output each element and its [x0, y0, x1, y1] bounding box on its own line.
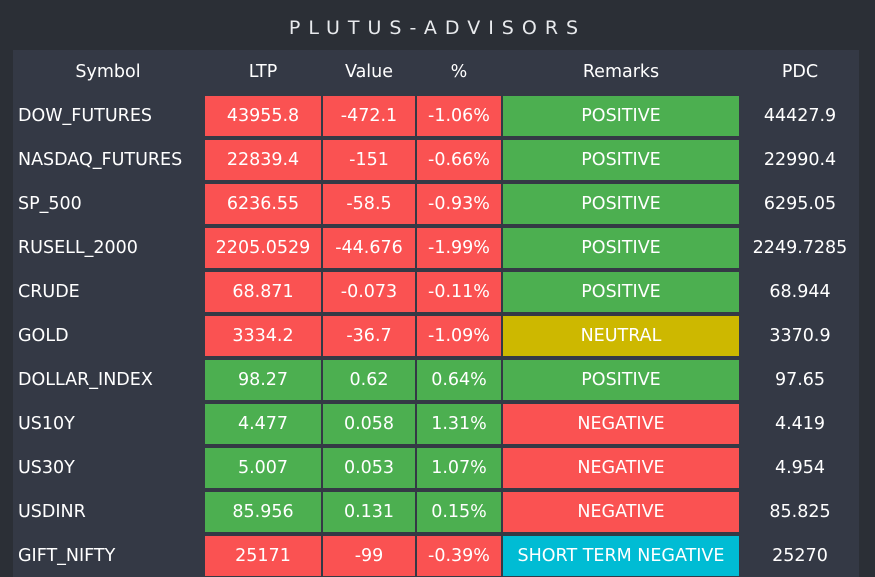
- cell-remarks: POSITIVE: [503, 96, 739, 136]
- cell-ltp: 25171: [205, 536, 321, 576]
- cell-remarks: POSITIVE: [503, 228, 739, 268]
- cell-ltp: 68.871: [205, 272, 321, 312]
- table-row: NASDAQ_FUTURES 22839.4 -151 -0.66% POSITIVE 2…: [13, 138, 859, 182]
- cell-percent: 1.31%: [417, 404, 501, 444]
- cell-symbol: DOLLAR_INDEX: [18, 370, 153, 390]
- cell-pdc: 97.65: [774, 370, 826, 390]
- cell-pdc: 4.419: [774, 414, 826, 434]
- table-row: RUSELL_2000 2205.0529 -44.676 -1.99% POSITIV…: [13, 226, 859, 270]
- cell-percent: -0.93%: [417, 184, 501, 224]
- cell-percent: -0.66%: [417, 140, 501, 180]
- table-row: USDINR 85.956 0.131 0.15% NEGATIVE 85.825: [13, 490, 859, 534]
- cell-value: 0.62: [323, 360, 415, 400]
- cell-value: -99: [323, 536, 415, 576]
- table-row: DOLLAR_INDEX 98.27 0.62 0.64% POSITIVE 97.65: [13, 358, 859, 402]
- cell-ltp: 2205.0529: [205, 228, 321, 268]
- header-percent: %: [450, 62, 468, 82]
- cell-value: -472.1: [323, 96, 415, 136]
- cell-symbol: GOLD: [18, 326, 69, 346]
- cell-value: 0.058: [323, 404, 415, 444]
- cell-ltp: 43955.8: [205, 96, 321, 136]
- cell-percent: 1.07%: [417, 448, 501, 488]
- cell-pdc: 22990.4: [763, 150, 837, 170]
- cell-value: 0.131: [323, 492, 415, 532]
- cell-ltp: 5.007: [205, 448, 321, 488]
- cell-ltp: 6236.55: [205, 184, 321, 224]
- cell-pdc: 25270: [772, 546, 828, 566]
- table-row: DOW_FUTURES 43955.8 -472.1 -1.06% POSITIVE 44…: [13, 94, 859, 138]
- market-table: Symbol LTP Value % Remarks PDC DOW_FUTUR…: [13, 50, 859, 577]
- cell-pdc: 44427.9: [763, 106, 837, 126]
- cell-ltp: 22839.4: [205, 140, 321, 180]
- table-row: GIFT_NIFTY 25171 -99 -0.39% SHORT TERM NEGAT…: [13, 534, 859, 577]
- page-title: PLUTUS-ADVISORS: [288, 17, 587, 39]
- cell-pdc: 4.954: [774, 458, 826, 478]
- cell-remarks: NEUTRAL: [503, 316, 739, 356]
- table-row: US30Y 5.007 0.053 1.07% NEGATIVE 4.954: [13, 446, 859, 490]
- cell-symbol: NASDAQ_FUTURES: [18, 150, 183, 170]
- cell-remarks: SHORT TERM NEGATIVE: [503, 536, 739, 576]
- cell-symbol: US10Y: [18, 414, 75, 434]
- cell-remarks: POSITIVE: [503, 272, 739, 312]
- cell-remarks: POSITIVE: [503, 184, 739, 224]
- table-row: SP_500 6236.55 -58.5 -0.93% POSITIVE 6295.05: [13, 182, 859, 226]
- cell-pdc: 3370.9: [769, 326, 831, 346]
- cell-remarks: POSITIVE: [503, 360, 739, 400]
- cell-value: -36.7: [323, 316, 415, 356]
- cell-pdc: 6295.05: [763, 194, 837, 214]
- cell-value: 0.053: [323, 448, 415, 488]
- cell-value: -44.676: [323, 228, 415, 268]
- cell-symbol: SP_500: [18, 194, 82, 214]
- cell-ltp: 98.27: [205, 360, 321, 400]
- cell-ltp: 3334.2: [205, 316, 321, 356]
- cell-remarks: NEGATIVE: [503, 448, 739, 488]
- cell-percent: -1.09%: [417, 316, 501, 356]
- cell-percent: -1.99%: [417, 228, 501, 268]
- table-row: GOLD 3334.2 -36.7 -1.09% NEUTRAL 3370.9: [13, 314, 859, 358]
- cell-pdc: 68.944: [769, 282, 831, 302]
- cell-percent: 0.15%: [417, 492, 501, 532]
- header-value: Value: [344, 62, 394, 82]
- cell-remarks: POSITIVE: [503, 140, 739, 180]
- cell-ltp: 85.956: [205, 492, 321, 532]
- cell-value: -0.073: [323, 272, 415, 312]
- header-symbol: Symbol: [75, 62, 141, 82]
- cell-value: -58.5: [323, 184, 415, 224]
- cell-symbol: CRUDE: [18, 282, 80, 302]
- cell-percent: -1.06%: [417, 96, 501, 136]
- header-ltp: LTP: [248, 62, 278, 82]
- cell-symbol: DOW_FUTURES: [18, 106, 153, 126]
- header-remarks: Remarks: [582, 62, 660, 82]
- table-header-row: Symbol LTP Value % Remarks PDC: [13, 50, 859, 94]
- cell-pdc: 85.825: [769, 502, 831, 522]
- cell-symbol: GIFT_NIFTY: [18, 546, 116, 566]
- cell-symbol: US30Y: [18, 458, 75, 478]
- cell-percent: -0.39%: [417, 536, 501, 576]
- cell-remarks: NEGATIVE: [503, 404, 739, 444]
- cell-ltp: 4.477: [205, 404, 321, 444]
- cell-symbol: RUSELL_2000: [18, 238, 138, 258]
- cell-remarks: NEGATIVE: [503, 492, 739, 532]
- cell-percent: -0.11%: [417, 272, 501, 312]
- cell-value: -151: [323, 140, 415, 180]
- table-row: CRUDE 68.871 -0.073 -0.11% POSITIVE 68.944: [13, 270, 859, 314]
- cell-symbol: USDINR: [18, 502, 86, 522]
- table-row: US10Y 4.477 0.058 1.31% NEGATIVE 4.419: [13, 402, 859, 446]
- header-pdc: PDC: [781, 62, 819, 82]
- cell-pdc: 2249.7285: [752, 238, 848, 258]
- cell-percent: 0.64%: [417, 360, 501, 400]
